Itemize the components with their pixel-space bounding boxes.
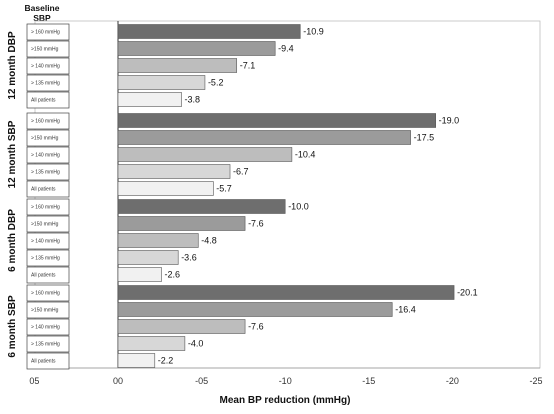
- category-label-box: [26, 301, 70, 319]
- bar-value-label: -2.6: [164, 270, 180, 280]
- category-label-box: [26, 163, 70, 181]
- category-label-box: [26, 146, 70, 164]
- category-label-box: [26, 284, 70, 302]
- category-label-box: [26, 232, 70, 250]
- bar-value-label: -6.7: [233, 167, 249, 177]
- bar-value-label: -3.6: [181, 253, 197, 263]
- bar-value-label: -17.5: [414, 133, 435, 143]
- category-label: > 160 mmHg: [31, 30, 60, 36]
- category-label: > 160 mmHg: [31, 205, 60, 211]
- bar: [117, 130, 411, 145]
- group-label: 6 month DBP: [7, 209, 18, 272]
- x-tick-label: 05: [29, 376, 39, 386]
- x-tick-label: -10: [279, 376, 292, 386]
- category-label-box: [26, 74, 70, 92]
- category-label-box: [26, 91, 70, 109]
- category-label-box: [26, 198, 70, 216]
- bar: [117, 216, 246, 231]
- category-label-box: [26, 129, 70, 147]
- bar: [117, 164, 231, 179]
- bar: [117, 267, 162, 282]
- bar-value-label: -2.2: [158, 356, 174, 366]
- category-label-box: [26, 23, 70, 41]
- bar: [117, 58, 238, 73]
- x-tick-label: 00: [113, 376, 123, 386]
- bar: [117, 319, 246, 334]
- x-tick-label: -05: [195, 376, 208, 386]
- category-label: > 160 mmHg: [31, 119, 60, 125]
- bar: [117, 199, 286, 214]
- category-label: > 140 mmHg: [31, 239, 60, 245]
- category-label: >150 mmHg: [31, 47, 59, 53]
- category-label: >150 mmHg: [31, 308, 59, 314]
- bar-value-label: -16.4: [395, 305, 416, 315]
- bar: [117, 336, 186, 351]
- category-label: > 140 mmHg: [31, 64, 60, 70]
- category-label: >150 mmHg: [31, 222, 59, 228]
- category-label-box: [26, 112, 70, 130]
- bar: [117, 233, 199, 248]
- bar-value-label: -7.6: [248, 322, 264, 332]
- category-label-box: [26, 57, 70, 75]
- category-label-box: [26, 215, 70, 233]
- category-label: All patients: [31, 187, 56, 193]
- category-label: > 135 mmHg: [31, 170, 60, 176]
- category-label: > 160 mmHg: [31, 291, 60, 297]
- bar-value-label: -4.0: [188, 339, 204, 349]
- category-label-box: [26, 266, 70, 284]
- bar: [117, 147, 293, 162]
- bar: [117, 41, 276, 56]
- bar: [117, 181, 214, 196]
- x-axis-title: Mean BP reduction (mmHg): [220, 395, 351, 406]
- bar-value-label: -4.8: [201, 236, 217, 246]
- header-label-line1: Baseline: [25, 3, 60, 13]
- bar-value-label: -20.1: [457, 288, 478, 298]
- category-label: > 140 mmHg: [31, 153, 60, 159]
- bar-value-label: -10.4: [295, 150, 316, 160]
- category-label-box: [26, 180, 70, 198]
- bar-value-label: -3.8: [185, 95, 201, 105]
- category-label: > 135 mmHg: [31, 256, 60, 262]
- bar: [117, 285, 455, 300]
- category-label: >150 mmHg: [31, 136, 59, 142]
- bar: [117, 353, 156, 368]
- group-label: 12 month DBP: [7, 31, 18, 100]
- category-label-box: [26, 249, 70, 267]
- x-tick-label: -25: [529, 376, 542, 386]
- group-label: 12 month SBP: [7, 120, 18, 188]
- bar-value-label: -5.7: [216, 184, 232, 194]
- bar: [117, 92, 182, 107]
- bar: [117, 113, 436, 128]
- bar: [117, 75, 206, 90]
- header-label-line2: SBP: [33, 13, 51, 23]
- bar-value-label: -5.2: [208, 78, 224, 88]
- category-label-box: [26, 318, 70, 336]
- category-label: > 135 mmHg: [31, 81, 60, 87]
- category-label: > 140 mmHg: [31, 325, 60, 331]
- category-label: All patients: [31, 273, 56, 279]
- bar: [117, 302, 393, 317]
- x-tick-label: -20: [446, 376, 459, 386]
- group-label: 6 month SBP: [7, 295, 18, 358]
- bar: [117, 250, 179, 265]
- bar-value-label: -7.6: [248, 219, 264, 229]
- bar-value-label: -10.0: [288, 202, 309, 212]
- bar: [117, 24, 301, 39]
- category-label: All patients: [31, 98, 56, 104]
- bar-value-label: -10.9: [303, 27, 324, 37]
- category-label: > 135 mmHg: [31, 342, 60, 348]
- category-label-box: [26, 335, 70, 353]
- category-label-box: [26, 352, 70, 370]
- x-tick-label: -15: [362, 376, 375, 386]
- plot-area: 05 00 -05 -10 -15 -20 -25 12 month DBP > 160 mmH…: [7, 20, 543, 386]
- bar-value-label: -7.1: [240, 61, 256, 71]
- category-label: All patients: [31, 359, 56, 365]
- bar-value-label: -9.4: [278, 44, 294, 54]
- category-label-box: [26, 40, 70, 58]
- bar-value-label: -19.0: [439, 116, 460, 126]
